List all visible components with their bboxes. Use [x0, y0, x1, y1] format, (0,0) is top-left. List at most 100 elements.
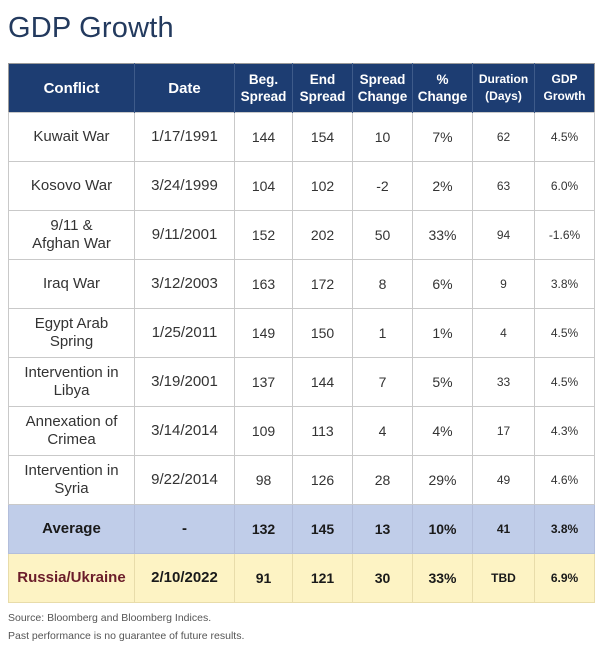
cell-date: 1/17/1991 [134, 112, 235, 162]
cell-conflict: Iraq War [8, 259, 135, 309]
russia-ukraine-row: Russia/Ukraine 2/10/2022 91 121 30 33% TBD 6.9% [8, 553, 595, 603]
cell-end-spread: 145 [292, 504, 353, 554]
conflict-name-line1: Annexation of [25, 413, 118, 430]
cell-duration: 63 [472, 161, 535, 211]
cell-pct-change: 6% [412, 259, 473, 309]
cell-end-spread: 113 [292, 406, 353, 456]
cell-date: 9/22/2014 [134, 455, 235, 505]
cell-spread-change: -2 [352, 161, 413, 211]
cell-beg-spread: 104 [234, 161, 293, 211]
cell-beg-spread: 137 [234, 357, 293, 407]
cell-spread-change: 1 [352, 308, 413, 358]
conflict-name-line2: Spring [49, 333, 94, 350]
cell-beg-spread: 144 [234, 112, 293, 162]
conflict-name-line1: Intervention in [24, 364, 119, 381]
cell-beg-spread: 152 [234, 210, 293, 260]
gdp-table-container: Conflict Date Beg. Spread End Spread Sprea… [8, 63, 595, 603]
cell-conflict: Egypt Arab Spring [8, 308, 135, 358]
disclaimer-line: Past performance is no guarantee of futu… [8, 630, 245, 642]
cell-duration: TBD [472, 553, 535, 603]
page-title: GDP Growth [8, 12, 174, 44]
cell-beg-spread: 132 [234, 504, 293, 554]
cell-date: 9/11/2001 [134, 210, 235, 260]
cell-pct-change: 33% [412, 553, 473, 603]
cell-gdp-growth: 4.5% [534, 357, 595, 407]
cell-conflict: Average [8, 504, 135, 554]
source-note: Source: Bloomberg and Bloomberg Indices.… [8, 609, 244, 645]
cell-end-spread: 172 [292, 259, 353, 309]
cell-beg-spread: 91 [234, 553, 293, 603]
cell-duration: 4 [472, 308, 535, 358]
conflict-name-line2: Afghan War [32, 235, 111, 252]
cell-spread-change: 28 [352, 455, 413, 505]
cell-pct-change: 10% [412, 504, 473, 554]
cell-gdp-growth: 4.6% [534, 455, 595, 505]
cell-conflict: 9/11 & Afghan War [8, 210, 135, 260]
cell-spread-change: 10 [352, 112, 413, 162]
cell-gdp-growth: 3.8% [534, 259, 595, 309]
cell-duration: 17 [472, 406, 535, 456]
cell-conflict: Russia/Ukraine [8, 553, 135, 603]
cell-date: 3/14/2014 [134, 406, 235, 456]
header-spread-change: Spread Change [352, 63, 413, 113]
cell-date: - [134, 504, 235, 554]
cell-date: 3/24/1999 [134, 161, 235, 211]
cell-spread-change: 50 [352, 210, 413, 260]
cell-gdp-growth: 6.0% [534, 161, 595, 211]
cell-spread-change: 8 [352, 259, 413, 309]
conflict-name-line1: Average [42, 520, 101, 537]
cell-duration: 62 [472, 112, 535, 162]
cell-end-spread: 102 [292, 161, 353, 211]
cell-beg-spread: 109 [234, 406, 293, 456]
cell-end-spread: 121 [292, 553, 353, 603]
conflict-name-line2: Syria [54, 480, 89, 497]
cell-date: 1/25/2011 [134, 308, 235, 358]
cell-gdp-growth: 4.3% [534, 406, 595, 456]
cell-date: 3/19/2001 [134, 357, 235, 407]
table-row: Egypt Arab Spring 1/25/2011 149 150 1 1% 4 4.5% [8, 308, 595, 358]
source-line: Source: Bloomberg and Bloomberg Indices. [8, 612, 212, 624]
header-gdp-growth: GDP Growth [534, 63, 595, 113]
cell-pct-change: 33% [412, 210, 473, 260]
cell-beg-spread: 163 [234, 259, 293, 309]
table-body: Kuwait War 1/17/1991 144 154 10 7% 62 4.5% Kosov… [8, 112, 595, 603]
cell-conflict: Intervention in Syria [8, 455, 135, 505]
cell-gdp-growth: 6.9% [534, 553, 595, 603]
conflict-name-line2: Libya [53, 382, 90, 399]
conflict-name-line1: 9/11 & [50, 217, 93, 234]
table-row: Intervention in Syria 9/22/2014 98 126 28 29% 4… [8, 455, 595, 505]
cell-duration: 49 [472, 455, 535, 505]
cell-pct-change: 1% [412, 308, 473, 358]
table-row: Annexation of Crimea 3/14/2014 109 113 4 4% 17 4… [8, 406, 595, 456]
cell-gdp-growth: 4.5% [534, 308, 595, 358]
cell-date: 2/10/2022 [134, 553, 235, 603]
cell-end-spread: 154 [292, 112, 353, 162]
cell-spread-change: 4 [352, 406, 413, 456]
conflict-name-line1: Kosovo War [30, 177, 113, 194]
cell-spread-change: 30 [352, 553, 413, 603]
cell-conflict: Intervention in Libya [8, 357, 135, 407]
conflict-name-line1: Iraq War [43, 275, 100, 292]
cell-end-spread: 202 [292, 210, 353, 260]
cell-duration: 33 [472, 357, 535, 407]
table-row: Kosovo War 3/24/1999 104 102 -2 2% 63 6.0% [8, 161, 595, 211]
header-date: Date [134, 63, 235, 113]
table-row: Intervention in Libya 3/19/2001 137 144 7 5% 33… [8, 357, 595, 407]
cell-pct-change: 2% [412, 161, 473, 211]
cell-pct-change: 5% [412, 357, 473, 407]
cell-end-spread: 126 [292, 455, 353, 505]
cell-spread-change: 7 [352, 357, 413, 407]
header-conflict: Conflict [8, 63, 135, 113]
average-row: Average -132 145 13 10% 41 3.8% [8, 504, 595, 554]
cell-date: 3/12/2003 [134, 259, 235, 309]
conflict-name-line1: Intervention in [24, 462, 119, 479]
cell-gdp-growth: 3.8% [534, 504, 595, 554]
cell-duration: 9 [472, 259, 535, 309]
conflict-name-line2: Crimea [47, 431, 96, 448]
cell-gdp-growth: -1.6% [534, 210, 595, 260]
cell-end-spread: 144 [292, 357, 353, 407]
cell-beg-spread: 98 [234, 455, 293, 505]
cell-pct-change: 29% [412, 455, 473, 505]
conflict-name-line1: Egypt Arab [34, 315, 109, 332]
cell-pct-change: 7% [412, 112, 473, 162]
